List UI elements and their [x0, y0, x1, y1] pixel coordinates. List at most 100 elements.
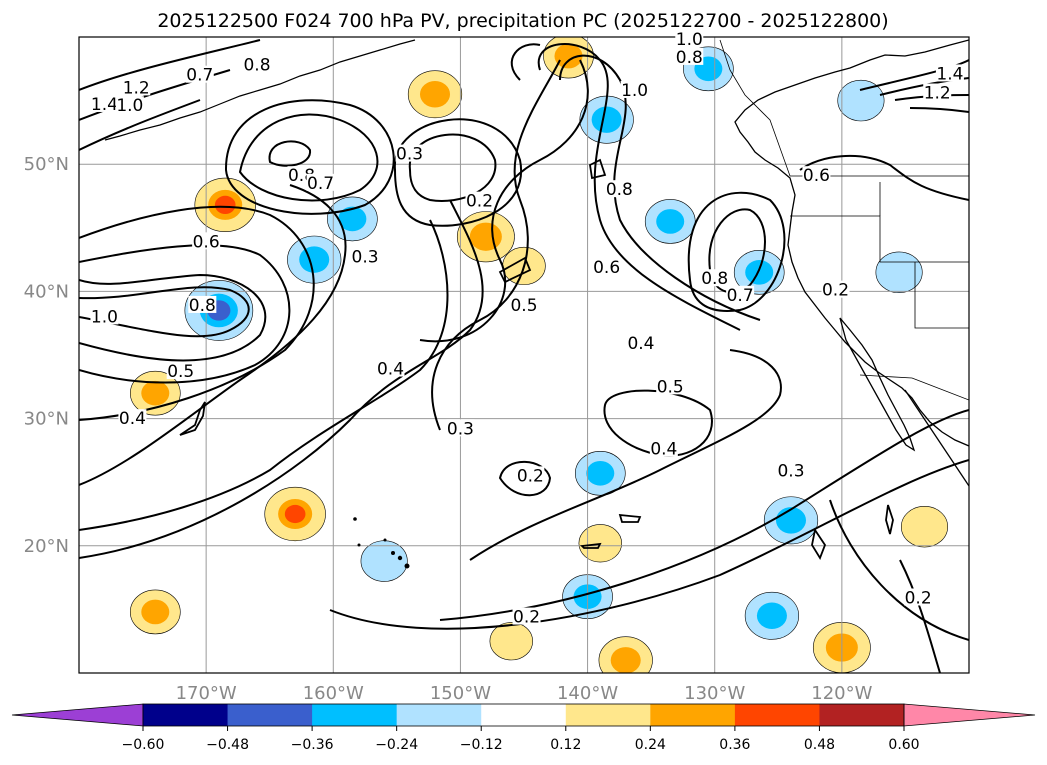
colorbar-tick-label: −0.12	[460, 737, 503, 753]
pv-contours	[79, 39, 969, 673]
precip-level	[284, 504, 306, 524]
chart-title: 2025122500 F024 700 hPa PV, precipitatio…	[157, 10, 888, 32]
contour-label-bg	[395, 144, 424, 162]
contour-label: 0.4	[650, 440, 677, 460]
colorbar-extend-max	[903, 703, 1036, 727]
map-area	[78, 36, 970, 674]
contour-label-bg	[923, 83, 952, 101]
colorbar	[11, 703, 1036, 727]
precip-patch	[360, 540, 408, 582]
colorbar-segment	[396, 704, 482, 726]
contour-label: 0.5	[167, 362, 194, 382]
political-borders	[719, 39, 969, 401]
aleutian-islands	[104, 39, 416, 141]
precip-patch	[837, 79, 885, 122]
contour-label-bg	[620, 80, 649, 98]
graticule	[79, 37, 969, 673]
contour-label: 0.8	[606, 180, 633, 200]
precip-patch	[598, 636, 653, 673]
contour-label-bg	[188, 295, 217, 313]
contour-label-bg	[649, 439, 678, 457]
contour-label-bg	[656, 377, 685, 395]
precip-patch	[456, 211, 515, 263]
contour-label: 1.0	[91, 307, 118, 327]
precip-patch	[264, 486, 326, 542]
islands	[353, 517, 410, 569]
y-tick-label: 20°N	[24, 536, 69, 557]
x-tick-labels: 170°W 160°W 150°W 140°W 130°W 120°W	[176, 683, 873, 704]
contour-label: 1.4	[936, 64, 963, 84]
contour-label-bg	[115, 96, 144, 114]
contour-label-bg	[802, 166, 831, 184]
contour-label-bg	[777, 461, 805, 479]
contour-label: 0.3	[396, 145, 423, 165]
y-tick-label: 50°N	[24, 154, 69, 175]
contour-label: 1.0	[116, 96, 143, 116]
contour-label-bg	[192, 232, 221, 250]
precip-level	[494, 626, 528, 656]
contour-label-bg	[351, 247, 380, 265]
contour-label-bg	[465, 191, 494, 209]
y-tick-labels: 20°N 30°N 40°N 50°N	[24, 154, 69, 557]
contour-label: 0.2	[905, 588, 932, 608]
colorbar-tick-label: −0.36	[291, 737, 334, 753]
x-tick-label: 130°W	[684, 683, 745, 704]
precip-patch	[579, 95, 634, 144]
contour-label-bg	[90, 307, 119, 325]
precip-level	[141, 380, 170, 406]
contour-label-bg	[592, 257, 621, 275]
contour-label: 0.2	[517, 466, 544, 486]
colorbar-tick-label: 0.36	[719, 737, 750, 753]
precip-patch	[327, 196, 378, 242]
contour-label: 0.8	[243, 56, 270, 76]
contour-label: 1.0	[676, 30, 703, 50]
contour-label-bg	[626, 334, 655, 352]
x-tick-label: 120°W	[811, 683, 872, 704]
precip-level	[554, 43, 583, 69]
coastline	[734, 39, 969, 487]
contour-label-bg	[516, 466, 545, 484]
contour-label: 0.2	[822, 281, 849, 301]
contour-label: 0.6	[803, 166, 830, 186]
map-background	[79, 37, 969, 673]
precip-level	[299, 246, 330, 273]
precip-patch	[744, 591, 800, 640]
precip-level	[906, 510, 943, 543]
contour-label-bg	[118, 409, 147, 427]
contour-label: 0.8	[676, 48, 703, 68]
contour-label: 0.5	[657, 377, 684, 397]
x-tick-label: 140°W	[557, 683, 618, 704]
contour-label-bg	[726, 285, 755, 303]
contour-label-bg	[512, 607, 541, 625]
colorbar-tick-label: −0.24	[375, 737, 418, 753]
contour-label: 0.7	[727, 286, 754, 306]
precip-level	[842, 84, 880, 117]
small-contours	[179, 158, 894, 561]
contour-label: 0.8	[701, 269, 728, 289]
x-tick-label: 170°W	[176, 683, 237, 704]
precip-level	[775, 507, 807, 534]
colorbar-segment	[143, 704, 229, 726]
precip-level	[880, 256, 918, 289]
precip-patch	[407, 70, 463, 119]
precip-level	[419, 81, 451, 108]
contour-label-bg	[376, 359, 405, 377]
contour-label: 1.2	[924, 84, 951, 104]
contour-label-bg	[510, 295, 538, 313]
colorbar-segment	[650, 704, 736, 726]
precip-level	[366, 545, 403, 577]
contour-label-bg	[935, 64, 964, 82]
precip-level	[141, 599, 170, 625]
contour-label: 0.7	[307, 174, 334, 194]
contour-label: 0.6	[193, 232, 220, 252]
contour-label-bg	[185, 65, 214, 83]
colorbar-tick-label: 0.24	[635, 737, 666, 753]
colorbar-tick-label: 0.48	[804, 737, 835, 753]
contour-label-bg	[605, 180, 634, 198]
contour-label: 1.2	[123, 78, 150, 98]
contour-label: 0.2	[513, 608, 540, 628]
precip-patch	[644, 199, 696, 244]
y-tick-label: 40°N	[24, 281, 69, 302]
contour-label-bg	[904, 588, 933, 606]
contour-label: 0.3	[352, 248, 379, 268]
